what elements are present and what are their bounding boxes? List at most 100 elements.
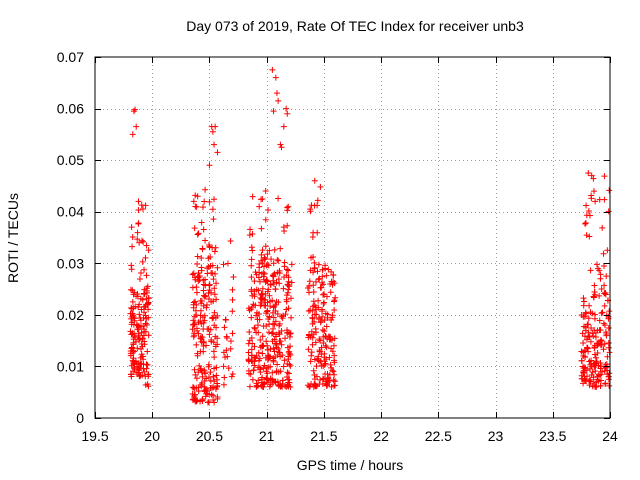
data-point: [590, 374, 597, 381]
data-point: [263, 323, 270, 330]
data-point: [191, 320, 198, 327]
data-point: [136, 239, 143, 246]
data-point: [142, 382, 149, 389]
data-point: [279, 377, 286, 384]
data-point: [605, 208, 612, 215]
data-point: [260, 365, 267, 372]
data-point: [245, 349, 252, 356]
data-point: [311, 372, 318, 379]
data-point: [194, 253, 201, 260]
data-point: [260, 384, 267, 391]
data-point: [263, 310, 270, 317]
data-point: [141, 369, 148, 376]
data-point: [590, 188, 597, 195]
data-point: [269, 66, 276, 73]
data-point: [139, 353, 146, 360]
data-point: [275, 382, 282, 389]
data-point: [140, 361, 147, 368]
data-point: [274, 256, 281, 263]
data-point: [285, 286, 292, 293]
y-tick-label: 0.04: [57, 204, 84, 220]
data-point: [585, 329, 592, 336]
data-point: [144, 361, 151, 368]
data-point: [203, 390, 210, 397]
data-point: [132, 358, 139, 365]
data-point: [139, 258, 146, 265]
data-point: [245, 357, 252, 364]
y-tick-label: 0: [76, 410, 84, 426]
data-point: [331, 382, 338, 389]
data-point: [128, 319, 135, 326]
data-point: [332, 294, 339, 301]
data-point: [208, 289, 215, 296]
data-point: [265, 207, 272, 214]
data-point: [603, 273, 610, 280]
data-point: [259, 350, 266, 357]
axis-ticks: 19.5 20 20.5 21 21.5 22 22.5 23 23.5 24 0 0.01 0.02 0…: [57, 49, 618, 444]
data-point: [202, 370, 209, 377]
data-point: [200, 226, 207, 233]
data-point: [134, 345, 141, 352]
data-point: [266, 292, 273, 299]
data-point: [588, 357, 595, 364]
data-point: [262, 255, 269, 262]
data-point: [589, 310, 596, 317]
data-point: [262, 278, 269, 285]
data-point: [246, 328, 253, 335]
data-point: [310, 288, 317, 295]
data-point: [284, 360, 291, 367]
data-point: [592, 198, 599, 205]
data-point: [598, 377, 605, 384]
data-point: [206, 244, 213, 251]
data-point: [140, 205, 147, 212]
data-point: [310, 282, 317, 289]
data-point: [135, 198, 142, 205]
data-point: [269, 272, 276, 279]
data-point: [602, 322, 609, 329]
data-point: [330, 272, 337, 279]
data-point: [204, 387, 211, 394]
data-point: [212, 270, 219, 277]
data-point: [268, 330, 275, 337]
data-point: [316, 336, 323, 343]
data-point: [213, 364, 220, 371]
data-point: [315, 276, 322, 283]
data-point: [277, 245, 284, 252]
data-point: [214, 382, 221, 389]
data-point: [224, 353, 231, 360]
data-point: [288, 314, 295, 321]
data-point: [265, 377, 272, 384]
data-point: [249, 340, 256, 347]
data-point: [224, 260, 231, 267]
data-point: [251, 354, 258, 361]
data-point: [313, 311, 320, 318]
data-point: [272, 308, 279, 315]
data-point: [258, 295, 265, 302]
data-point: [205, 361, 212, 368]
data-point: [267, 281, 274, 288]
data-point: [605, 373, 612, 380]
data-point: [145, 301, 152, 308]
data-point: [142, 328, 149, 335]
data-point: [586, 302, 593, 309]
data-point: [251, 362, 258, 369]
data-point: [206, 162, 213, 169]
data-point: [248, 286, 255, 293]
data-point: [248, 314, 255, 321]
data-point: [135, 359, 142, 366]
data-point: [211, 196, 218, 203]
data-point: [194, 274, 201, 281]
data-point: [284, 281, 291, 288]
data-point: [322, 310, 329, 317]
data-point: [590, 175, 597, 182]
data-point: [192, 203, 199, 210]
data-point: [266, 321, 273, 328]
data-point: [288, 261, 295, 268]
data-point: [191, 321, 198, 328]
data-point: [227, 338, 234, 345]
data-point: [141, 309, 148, 316]
data-point: [208, 337, 215, 344]
data-point: [135, 207, 142, 214]
data-point: [330, 368, 337, 375]
data-point: [328, 316, 335, 323]
